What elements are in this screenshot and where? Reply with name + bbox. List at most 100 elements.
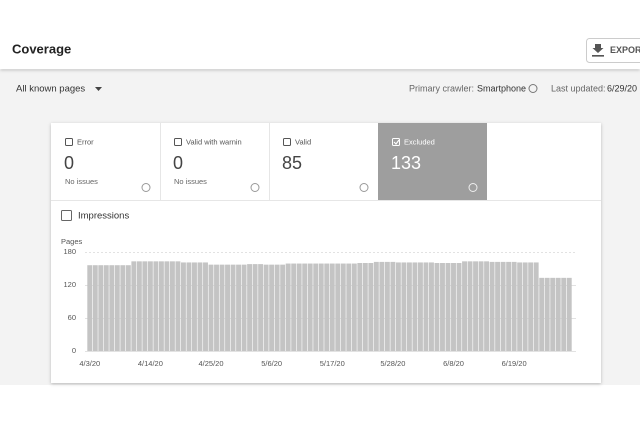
bar [236, 265, 241, 351]
bar [457, 263, 462, 351]
bar [523, 262, 528, 351]
updated-label: Last updated: [551, 83, 606, 93]
bar [269, 265, 274, 351]
bar [379, 262, 384, 351]
bar [192, 262, 197, 351]
bar [423, 262, 428, 351]
bar [528, 262, 533, 351]
bar [264, 265, 269, 351]
bar [187, 262, 192, 351]
bar [363, 263, 368, 351]
bar [352, 264, 357, 351]
bar [170, 261, 175, 351]
tab-note: No issues [65, 177, 98, 186]
y-tick-label: 180 [63, 247, 76, 256]
bar [374, 262, 379, 351]
bar [291, 264, 296, 351]
bar [385, 262, 390, 351]
bar [153, 261, 158, 351]
bar [324, 264, 329, 351]
bar [490, 262, 495, 351]
bar [451, 263, 456, 351]
x-tick-label: 5/17/20 [320, 359, 345, 368]
bar [534, 262, 539, 351]
bar [517, 262, 522, 351]
y-tick-label: 0 [72, 346, 76, 355]
bar [435, 263, 440, 351]
header-bar [0, 0, 640, 69]
bar [225, 265, 230, 351]
bar [341, 264, 346, 351]
tab-count: 133 [391, 153, 421, 173]
tab-count: 0 [173, 153, 183, 173]
bar [131, 261, 136, 351]
bar [545, 278, 550, 351]
bar [368, 263, 373, 351]
bar [407, 262, 412, 351]
page-title: Coverage [12, 41, 71, 56]
bar [561, 278, 566, 351]
bar [297, 264, 302, 351]
bar [468, 261, 473, 351]
bar [203, 262, 208, 351]
tab-label[interactable]: Excluded [404, 137, 435, 146]
bar [412, 262, 417, 351]
tab-label[interactable]: Valid [295, 137, 311, 146]
bar [209, 265, 214, 351]
bar [418, 262, 423, 351]
bar [396, 262, 401, 351]
y-axis-label: Pages [61, 237, 83, 246]
bar [109, 265, 114, 351]
filter-dropdown[interactable]: All known pages [16, 84, 85, 95]
x-tick-label: 6/19/20 [502, 359, 527, 368]
y-tick-label: 120 [63, 280, 76, 289]
bar [181, 262, 186, 351]
bar [93, 265, 98, 351]
bar [137, 261, 142, 351]
bar [148, 261, 153, 351]
bar [440, 263, 445, 351]
tab-label[interactable]: Valid with warnin [186, 137, 242, 146]
bar [506, 262, 511, 351]
crawler-value: Smartphone [477, 83, 526, 93]
bar [198, 262, 203, 351]
bar [319, 264, 324, 351]
bar [98, 265, 103, 351]
bar [495, 262, 500, 351]
y-tick-label: 60 [68, 313, 76, 322]
bar [175, 261, 180, 351]
x-tick-label: 4/14/20 [138, 359, 163, 368]
bar [120, 265, 125, 351]
tab-note: No issues [174, 177, 207, 186]
bar [214, 265, 219, 351]
bar [286, 264, 291, 351]
bar [429, 262, 434, 351]
x-tick-label: 6/8/20 [443, 359, 464, 368]
tab-label[interactable]: Error [77, 137, 94, 146]
bar [164, 261, 169, 351]
x-tick-label: 5/6/20 [261, 359, 282, 368]
bar [87, 265, 92, 351]
bar [390, 262, 395, 351]
bar [401, 262, 406, 351]
bar [357, 263, 362, 351]
bar [473, 261, 478, 351]
bar [567, 278, 572, 351]
crawler-label: Primary crawler: [409, 83, 474, 93]
bar [308, 264, 313, 351]
bar [556, 278, 561, 351]
bar [501, 262, 506, 351]
bar [247, 264, 252, 351]
bar [242, 265, 247, 351]
export-label[interactable]: EXPORT [610, 45, 640, 55]
bar [479, 261, 484, 351]
bar [484, 261, 489, 351]
impressions-label[interactable]: Impressions [78, 211, 129, 222]
bar [302, 264, 307, 351]
impressions-checkbox[interactable] [62, 211, 72, 221]
bar [104, 265, 109, 351]
updated-value: 6/29/20 [607, 83, 637, 93]
bar [335, 264, 340, 351]
bar [220, 265, 225, 351]
bar [115, 265, 120, 351]
